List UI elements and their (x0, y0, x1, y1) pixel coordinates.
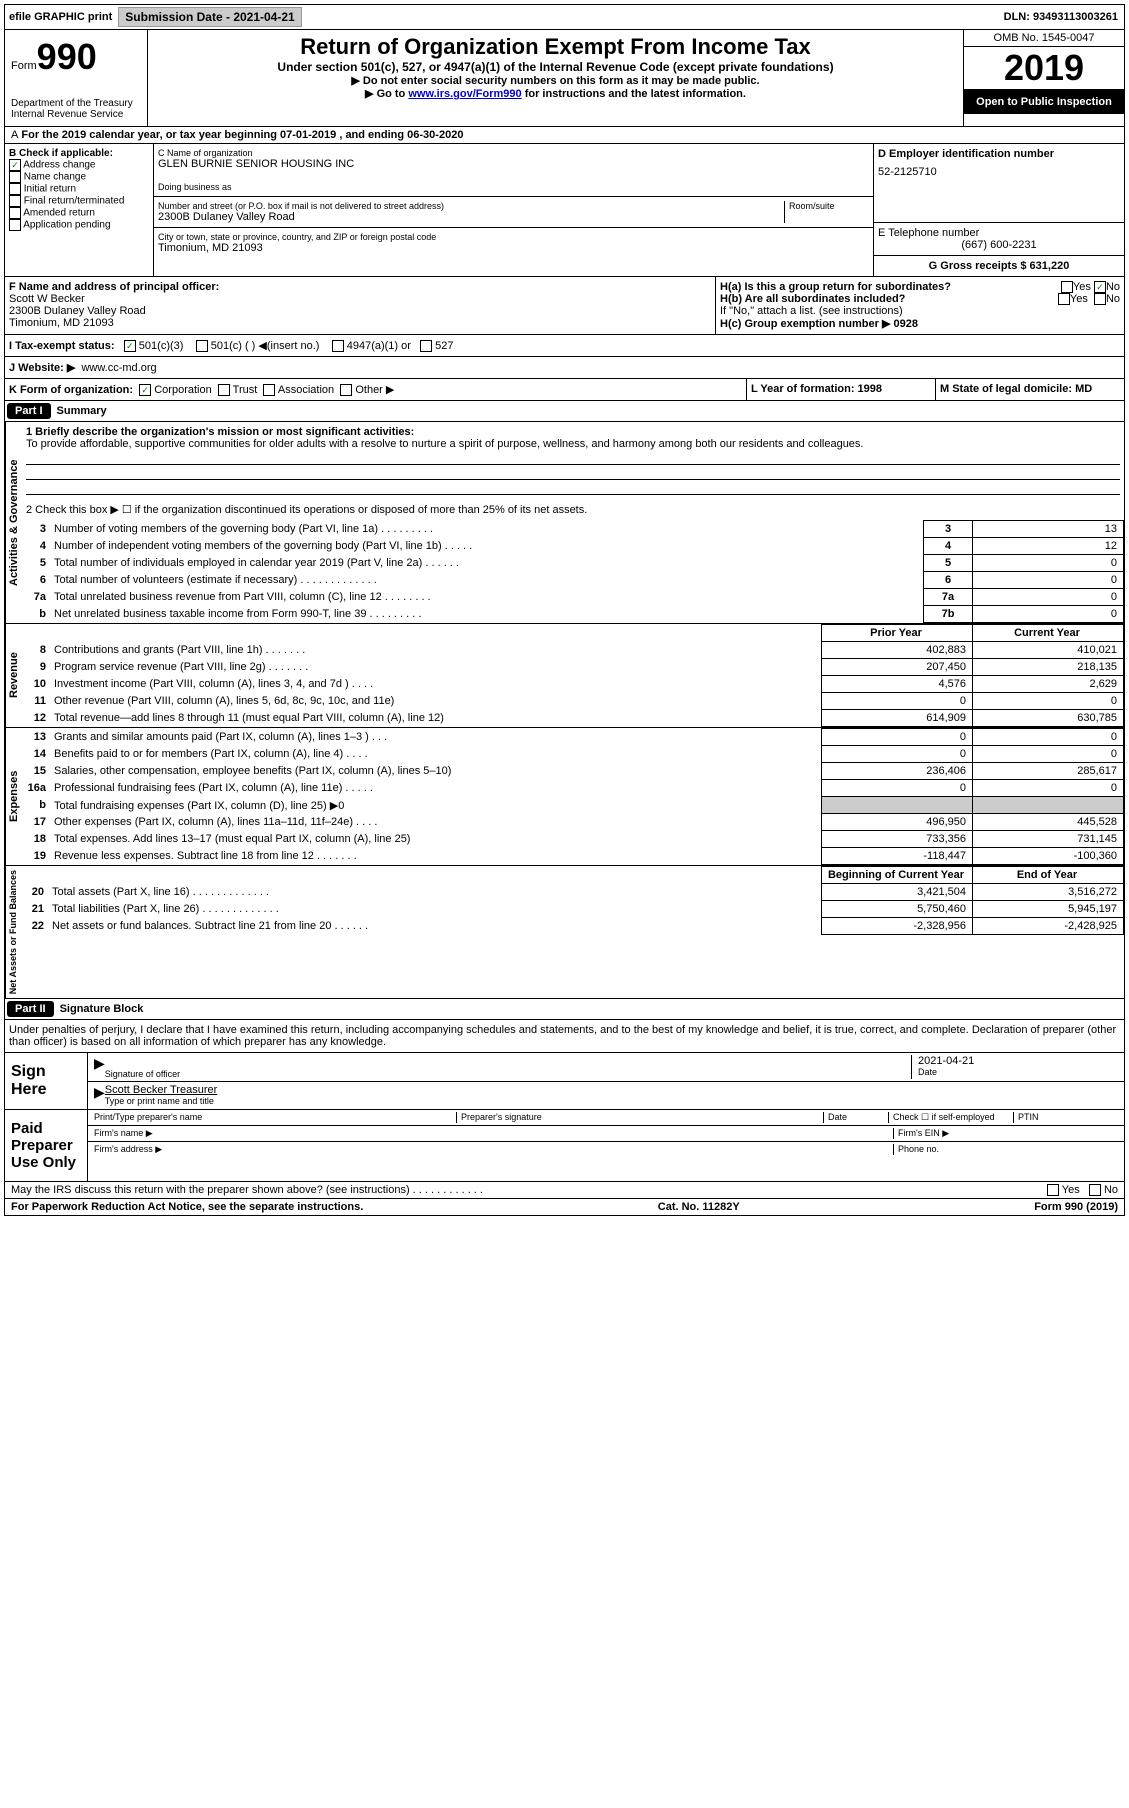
assoc-checkbox[interactable] (263, 384, 275, 396)
ein: 52-2125710 (878, 166, 1120, 178)
catalog-number: Cat. No. 11282Y (658, 1201, 740, 1213)
section-j: J Website: ▶ www.cc-md.org (4, 357, 1125, 379)
discuss-no-checkbox[interactable] (1089, 1184, 1101, 1196)
paperwork-notice: For Paperwork Reduction Act Notice, see … (11, 1201, 363, 1213)
note1: ▶ Do not enter social security numbers o… (152, 74, 959, 87)
form-label: Form (11, 60, 37, 72)
note2: ▶ Go to www.irs.gov/Form990 for instruct… (152, 87, 959, 100)
paid-preparer-label: Paid Preparer Use Only (5, 1110, 88, 1181)
netassets-label: Net Assets or Fund Balances (5, 866, 20, 998)
discuss-yes-checkbox[interactable] (1047, 1184, 1059, 1196)
section-fh: F Name and address of principal officer:… (4, 277, 1125, 335)
section-a: A For the 2019 calendar year, or tax yea… (4, 127, 1125, 144)
checkbox-b-0[interactable] (9, 159, 21, 171)
col-d: D Employer identification number 52-2125… (874, 144, 1124, 276)
501c3-checkbox[interactable] (124, 340, 136, 352)
501c-checkbox[interactable] (196, 340, 208, 352)
section-i: I Tax-exempt status: 501(c)(3) 501(c) ( … (4, 335, 1125, 357)
part2-header: Part II Signature Block (4, 999, 1125, 1020)
header-row: Form990 Department of the TreasuryIntern… (4, 30, 1125, 127)
city-box: City or town, state or province, country… (154, 228, 873, 258)
phone: (667) 600-2231 (878, 239, 1120, 251)
declaration: Under penalties of perjury, I declare th… (5, 1020, 1124, 1052)
form-footer: Form 990 (2019) (1034, 1201, 1118, 1213)
part1-header: Part I Summary (4, 401, 1125, 422)
checkbox-b-5[interactable] (9, 219, 21, 231)
col-b: B Check if applicable: Address change Na… (5, 144, 154, 276)
discuss-row: May the IRS discuss this return with the… (4, 1182, 1125, 1199)
form-number: 990 (37, 36, 97, 77)
ein-box: D Employer identification number 52-2125… (874, 144, 1124, 223)
efile-label: efile GRAPHIC print (5, 9, 116, 25)
year-cell: OMB No. 1545-0047 2019 Open to Public In… (963, 30, 1124, 126)
activities-label: Activities & Governance (5, 422, 22, 623)
hb-no-checkbox[interactable] (1094, 293, 1106, 305)
hb-yes-checkbox[interactable] (1058, 293, 1070, 305)
col-c: C Name of organization GLEN BURNIE SENIO… (154, 144, 874, 276)
expenses-label: Expenses (5, 728, 22, 865)
revenue-label: Revenue (5, 624, 22, 727)
checkbox-b-2[interactable] (9, 183, 21, 195)
org-name-box: C Name of organization GLEN BURNIE SENIO… (154, 144, 873, 197)
dept-label: Department of the TreasuryInternal Reven… (11, 98, 141, 120)
section-h: H(a) Is this a group return for subordin… (716, 277, 1124, 334)
omb-number: OMB No. 1545-0047 (964, 30, 1124, 47)
checkbox-b-1[interactable] (9, 171, 21, 183)
gross-receipts: G Gross receipts $ 631,220 (874, 256, 1124, 276)
other-checkbox[interactable] (340, 384, 352, 396)
city-address: Timonium, MD 21093 (158, 242, 869, 254)
section-klm: K Form of organization: Corporation Trus… (4, 379, 1125, 401)
website: www.cc-md.org (81, 362, 156, 374)
b-label: B Check if applicable: (9, 148, 149, 159)
section-f: F Name and address of principal officer:… (5, 277, 716, 334)
title-cell: Return of Organization Exempt From Incom… (148, 30, 963, 126)
top-bar: efile GRAPHIC print Submission Date - 20… (4, 4, 1125, 30)
tax-year: 2019 (964, 47, 1124, 90)
org-name: GLEN BURNIE SENIOR HOUSING INC (158, 158, 869, 170)
subtitle: Under section 501(c), 527, or 4947(a)(1)… (152, 60, 959, 74)
corp-checkbox[interactable] (139, 384, 151, 396)
trust-checkbox[interactable] (218, 384, 230, 396)
address-box: Number and street (or P.O. box if mail i… (154, 197, 873, 228)
527-checkbox[interactable] (420, 340, 432, 352)
ha-no-checkbox[interactable] (1094, 281, 1106, 293)
submission-date-button[interactable]: Submission Date - 2021-04-21 (118, 7, 301, 27)
officer-name: Scott Becker Treasurer (105, 1084, 1118, 1096)
phone-box: E Telephone number (667) 600-2231 (874, 223, 1124, 256)
main-title: Return of Organization Exempt From Incom… (152, 34, 959, 60)
dln-label: DLN: 93493113003261 (998, 9, 1124, 25)
ha-yes-checkbox[interactable] (1061, 281, 1073, 293)
4947-checkbox[interactable] (332, 340, 344, 352)
checkbox-b-3[interactable] (9, 195, 21, 207)
instructions-link[interactable]: www.irs.gov/Form990 (408, 88, 521, 100)
form-cell: Form990 Department of the TreasuryIntern… (5, 30, 148, 126)
checkbox-b-4[interactable] (9, 207, 21, 219)
street-address: 2300B Dulaney Valley Road (158, 211, 784, 223)
inspection-label: Open to Public Inspection (964, 90, 1124, 114)
info-grid: B Check if applicable: Address change Na… (4, 144, 1125, 277)
mission-text: To provide affordable, supportive commun… (26, 438, 1120, 450)
sign-here-label: Sign Here (5, 1053, 88, 1109)
